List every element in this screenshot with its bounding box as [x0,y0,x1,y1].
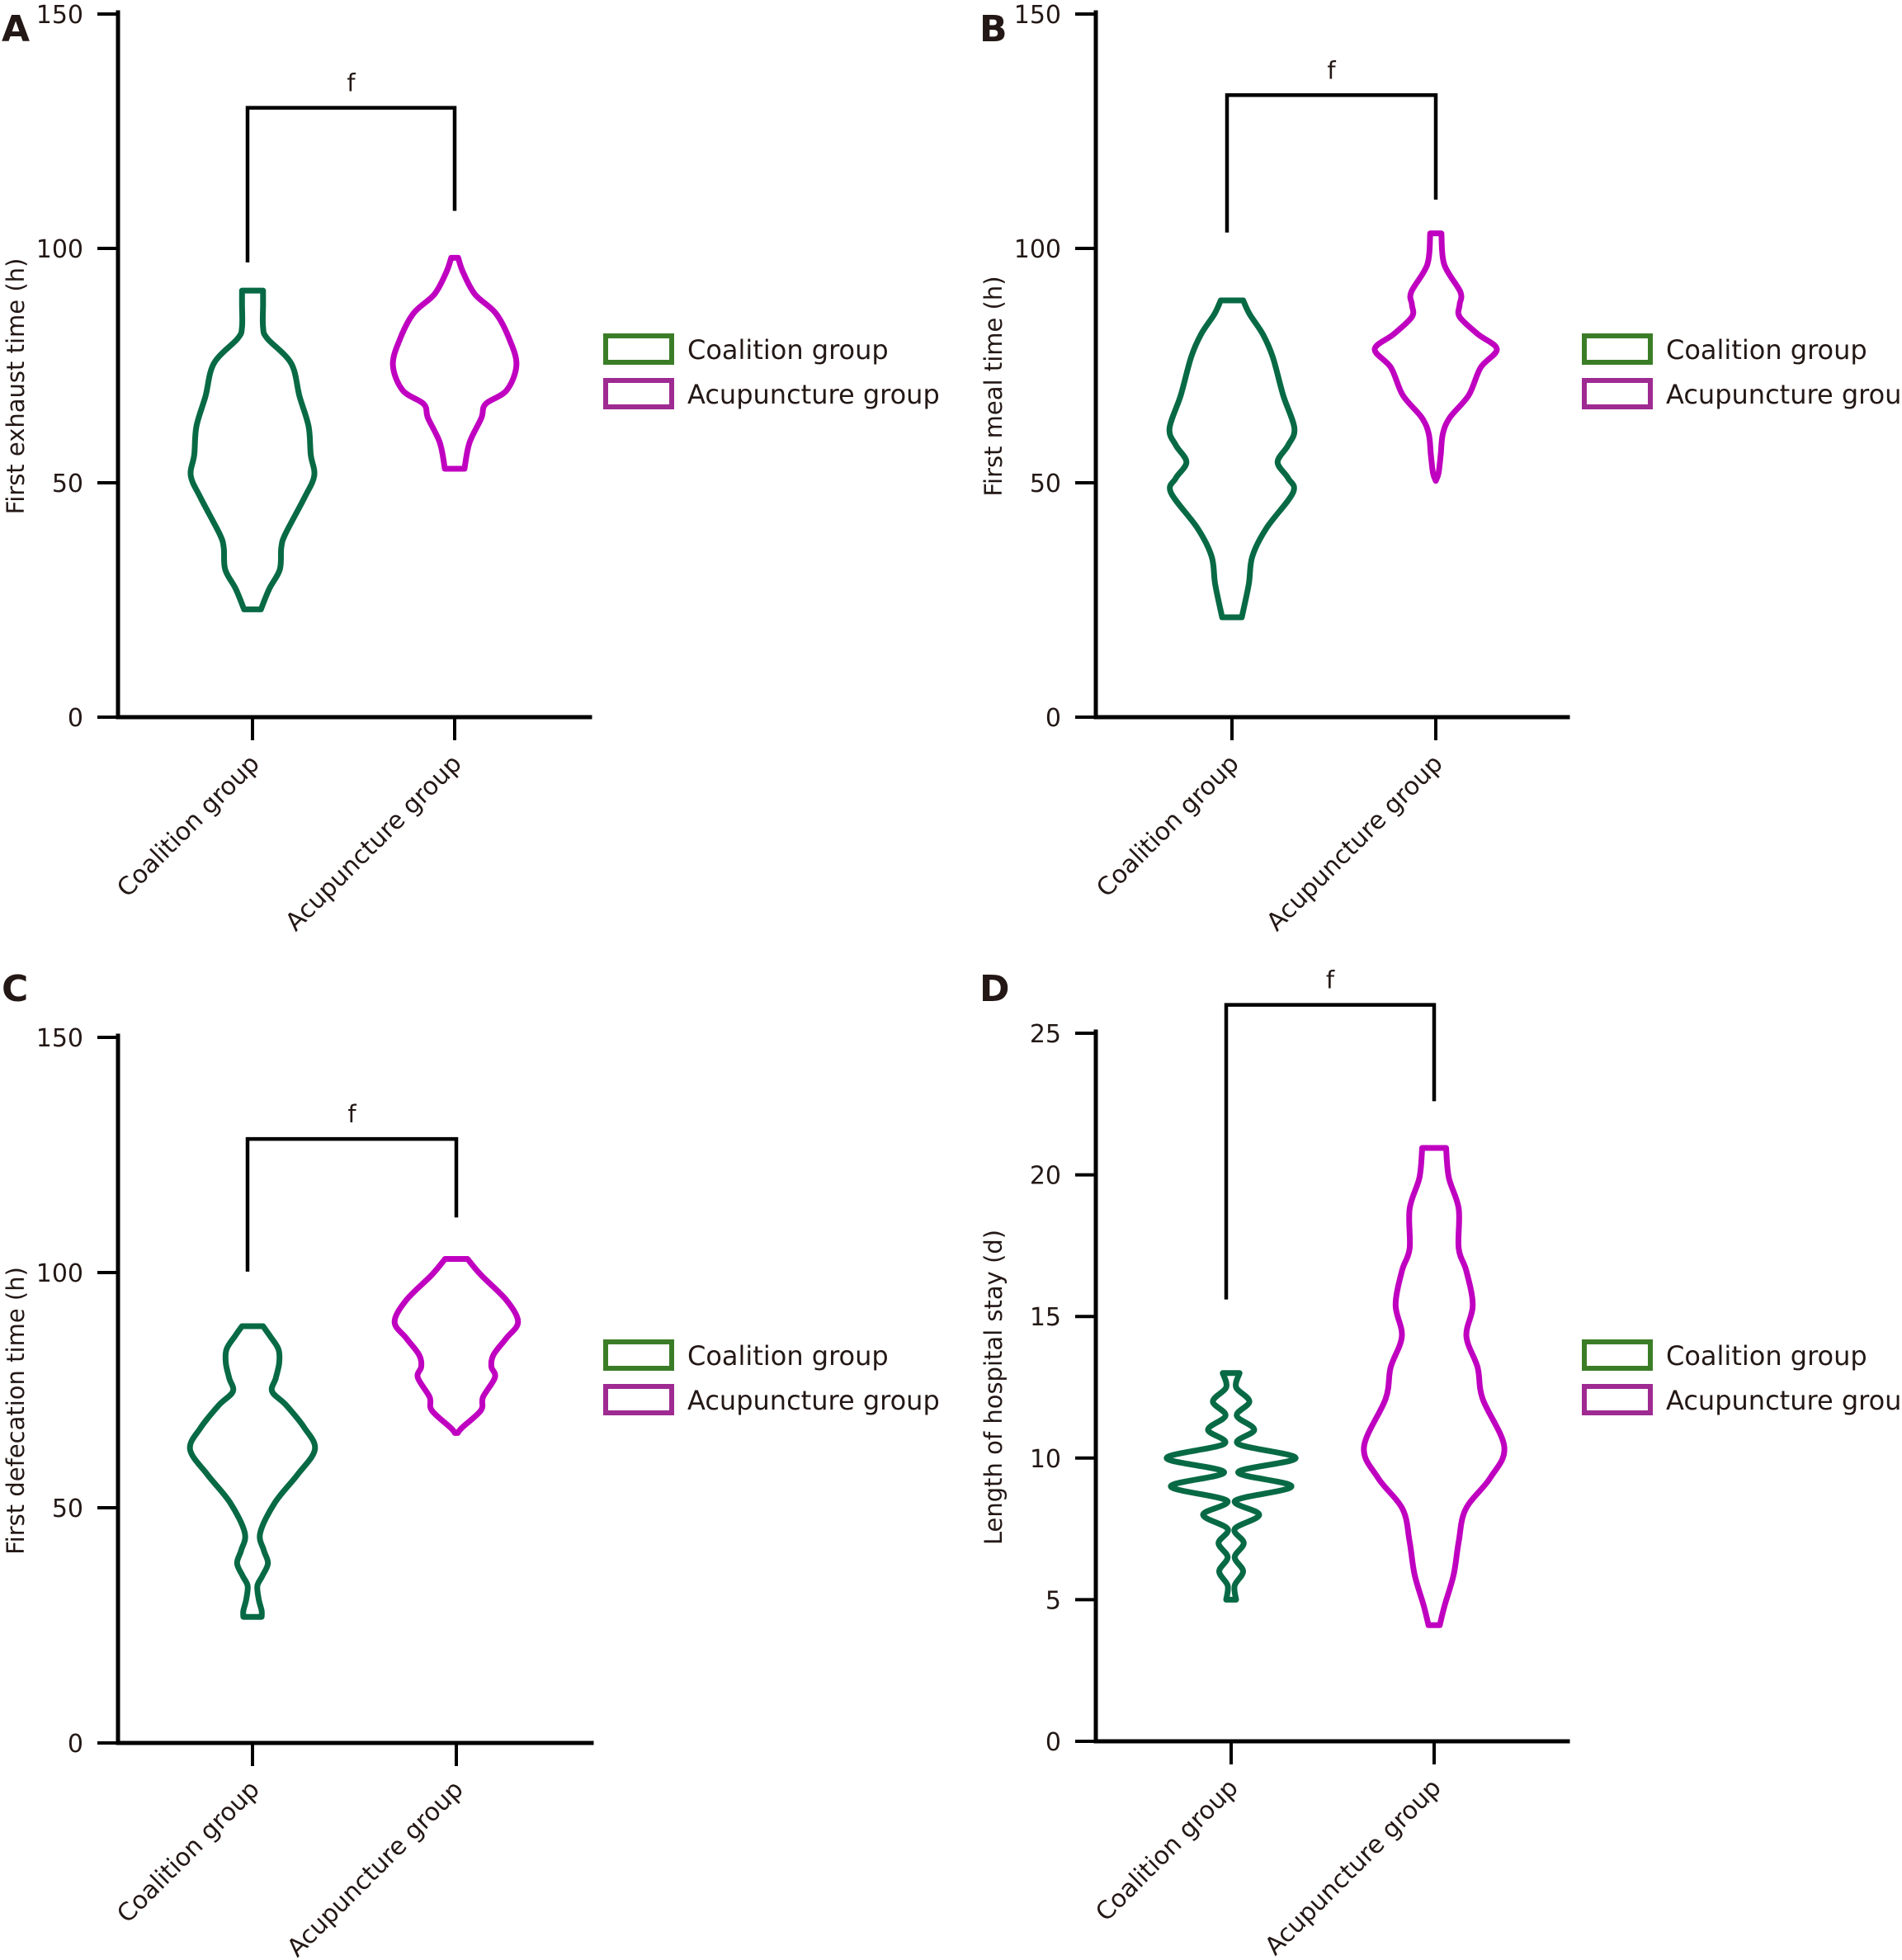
x-tick-label: Coalition group [1091,749,1244,903]
significance-label: f [347,1100,356,1128]
legend-swatch [603,1339,674,1371]
y-tick-label: 0 [68,1730,83,1759]
y-tick-label: 0 [1045,1728,1061,1757]
significance-label: f [1327,56,1336,84]
y-tick-label: 50 [1030,470,1061,498]
y-tick-label: 100 [36,235,83,264]
legend-swatch [603,1384,674,1415]
legend: Coalition group Acupuncture group [1582,1339,1902,1416]
y-axis-title: First exhaust time (h) [2,258,30,515]
legend: Coalition group Acupuncture group [603,333,940,410]
legend-label: Coalition group [1666,334,1867,366]
y-tick-label: 50 [52,1495,83,1523]
significance-label: f [1326,966,1335,994]
y-tick-label: 10 [1030,1445,1061,1474]
panel-d: D 0 5 10 15 20 25 Length of hospital stay (d) Co… [979,966,1902,1960]
legend: Coalition group Acupuncture group [603,1339,940,1416]
legend-swatch [603,333,674,365]
coalition-violin [1163,1370,1299,1603]
legend-label: Coalition group [687,334,889,366]
y-tick-label: 15 [1030,1303,1061,1332]
significance-bracket [245,106,457,263]
y-axis-title: Length of hospital stay (d) [979,1230,1008,1545]
coalition-violin [186,1323,319,1620]
legend-label: Coalition group [687,1340,889,1372]
y-tick-label: 5 [1045,1586,1061,1615]
y-tick-label: 150 [36,1024,83,1053]
y-tick-label: 20 [1030,1162,1061,1191]
x-tick-label: Acupuncture group [1259,1773,1447,1960]
legend-swatch [603,378,674,409]
legend: Coalition group Acupuncture group [1582,333,1902,410]
acupuncture-violin [389,254,520,472]
legend-label: Coalition group [1666,1340,1867,1372]
x-tick-label: Coalition group [1090,1773,1244,1927]
coalition-violin [187,287,318,612]
panel-c: C 0 50 100 150 First defecation time (h) Coali… [2,968,940,1960]
y-tick-label: 100 [36,1259,83,1288]
legend-swatch [1582,1384,1653,1415]
legend-swatch [1582,1339,1653,1371]
y-axis-title: First defecation time (h) [2,1267,30,1555]
acupuncture-violin [1371,230,1500,484]
panel-letter: A [2,8,30,50]
legend-label: Acupuncture group [687,379,940,410]
y-tick-label: 0 [68,704,83,733]
significance-label: f [347,69,356,97]
significance-bracket [245,1136,459,1272]
y-tick-label: 25 [1030,1020,1061,1049]
significance-bracket [1224,1003,1437,1300]
significance-bracket [1225,93,1438,233]
x-tick-label: Acupuncture group [1261,749,1448,937]
x-tick-label: Coalition group [111,1775,265,1929]
y-axis-title: First meal time (h) [979,276,1008,496]
legend-swatch [1582,333,1653,365]
y-tick-label: 0 [1045,704,1061,733]
panel-b: B 0 50 100 150 First meal time (h) Coalition g… [979,1,1902,937]
y-tick-label: 100 [1014,235,1061,264]
panel-a: A 0 50 100 150 First exhaust time (h) Coalitio… [2,1,940,937]
y-tick-label: 150 [36,1,83,30]
x-tick-label: Acupuncture group [280,749,467,937]
legend-swatch [1582,378,1653,409]
legend-label: Acupuncture group [687,1385,940,1416]
panel-letter: D [979,968,1010,1010]
panel-letter: C [2,968,28,1010]
legend-label: Acupuncture group [1666,1385,1902,1416]
acupuncture-violin [391,1256,522,1436]
legend-label: Acupuncture group [1666,379,1902,410]
acupuncture-violin [1361,1145,1508,1628]
y-tick-label: 50 [52,470,83,498]
coalition-violin [1166,297,1298,621]
panel-letter: B [979,8,1008,50]
y-tick-label: 150 [1014,1,1061,30]
x-tick-label: Coalition group [111,749,265,903]
x-tick-label: Acupuncture group [281,1775,469,1960]
